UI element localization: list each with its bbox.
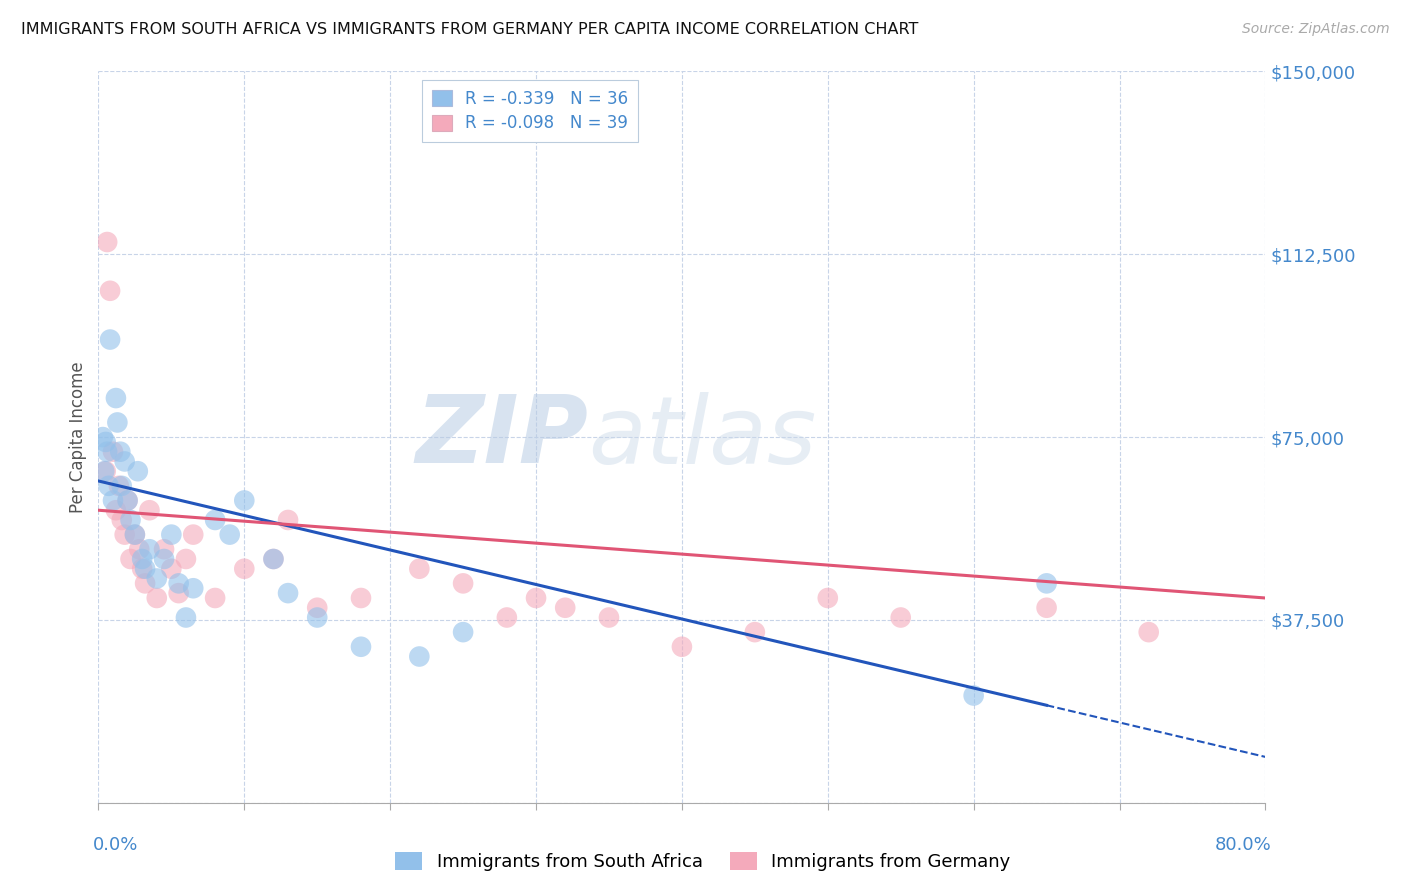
Point	[962, 689, 984, 703]
Point	[153, 542, 176, 557]
Point	[350, 591, 373, 605]
Text: 80.0%: 80.0%	[1215, 836, 1271, 854]
Point	[744, 625, 766, 640]
Point	[134, 562, 156, 576]
Point	[277, 513, 299, 527]
Point	[204, 513, 226, 527]
Point	[97, 479, 120, 493]
Point	[124, 527, 146, 541]
Point	[890, 610, 912, 624]
Point	[94, 464, 117, 478]
Point	[98, 284, 121, 298]
Point	[93, 464, 115, 478]
Point	[110, 444, 132, 458]
Text: 0.0%: 0.0%	[93, 836, 138, 854]
Legend: R = -0.339   N = 36, R = -0.098   N = 39: R = -0.339 N = 36, R = -0.098 N = 39	[422, 79, 638, 143]
Y-axis label: Per Capita Income: Per Capita Income	[69, 361, 87, 513]
Point	[307, 610, 329, 624]
Point	[160, 527, 183, 541]
Point	[218, 527, 240, 541]
Point	[496, 610, 519, 624]
Point	[817, 591, 839, 605]
Point	[101, 493, 124, 508]
Point	[554, 600, 576, 615]
Text: ZIP: ZIP	[416, 391, 589, 483]
Point	[181, 527, 204, 541]
Point	[174, 552, 197, 566]
Text: Source: ZipAtlas.com: Source: ZipAtlas.com	[1241, 22, 1389, 37]
Point	[131, 552, 153, 566]
Point	[262, 552, 284, 566]
Point	[262, 552, 284, 566]
Point	[127, 464, 149, 478]
Point	[96, 444, 118, 458]
Point	[138, 503, 160, 517]
Point	[277, 586, 299, 600]
Point	[120, 513, 142, 527]
Text: IMMIGRANTS FROM SOUTH AFRICA VS IMMIGRANTS FROM GERMANY PER CAPITA INCOME CORREL: IMMIGRANTS FROM SOUTH AFRICA VS IMMIGRAN…	[21, 22, 918, 37]
Point	[120, 552, 142, 566]
Point	[1137, 625, 1160, 640]
Point	[131, 562, 153, 576]
Point	[167, 586, 190, 600]
Point	[104, 391, 127, 405]
Point	[128, 542, 150, 557]
Point	[204, 591, 226, 605]
Point	[91, 430, 114, 444]
Legend: Immigrants from South Africa, Immigrants from Germany: Immigrants from South Africa, Immigrants…	[388, 845, 1018, 879]
Point	[408, 649, 430, 664]
Point	[153, 552, 176, 566]
Point	[117, 493, 139, 508]
Point	[233, 493, 256, 508]
Point	[134, 576, 156, 591]
Point	[146, 591, 169, 605]
Point	[96, 235, 118, 249]
Point	[350, 640, 373, 654]
Point	[108, 479, 131, 493]
Point	[117, 493, 139, 508]
Point	[111, 479, 134, 493]
Point	[408, 562, 430, 576]
Point	[101, 444, 124, 458]
Point	[98, 333, 121, 347]
Point	[451, 576, 474, 591]
Point	[233, 562, 256, 576]
Point	[167, 576, 190, 591]
Point	[105, 416, 128, 430]
Point	[598, 610, 620, 624]
Point	[181, 581, 204, 595]
Point	[1035, 576, 1057, 591]
Point	[111, 513, 134, 527]
Point	[307, 600, 329, 615]
Point	[146, 572, 169, 586]
Point	[124, 527, 146, 541]
Point	[671, 640, 693, 654]
Point	[138, 542, 160, 557]
Point	[104, 503, 127, 517]
Point	[114, 454, 136, 468]
Point	[94, 434, 117, 449]
Point	[451, 625, 474, 640]
Point	[174, 610, 197, 624]
Point	[160, 562, 183, 576]
Text: atlas: atlas	[589, 392, 817, 483]
Point	[1035, 600, 1057, 615]
Point	[114, 527, 136, 541]
Point	[524, 591, 547, 605]
